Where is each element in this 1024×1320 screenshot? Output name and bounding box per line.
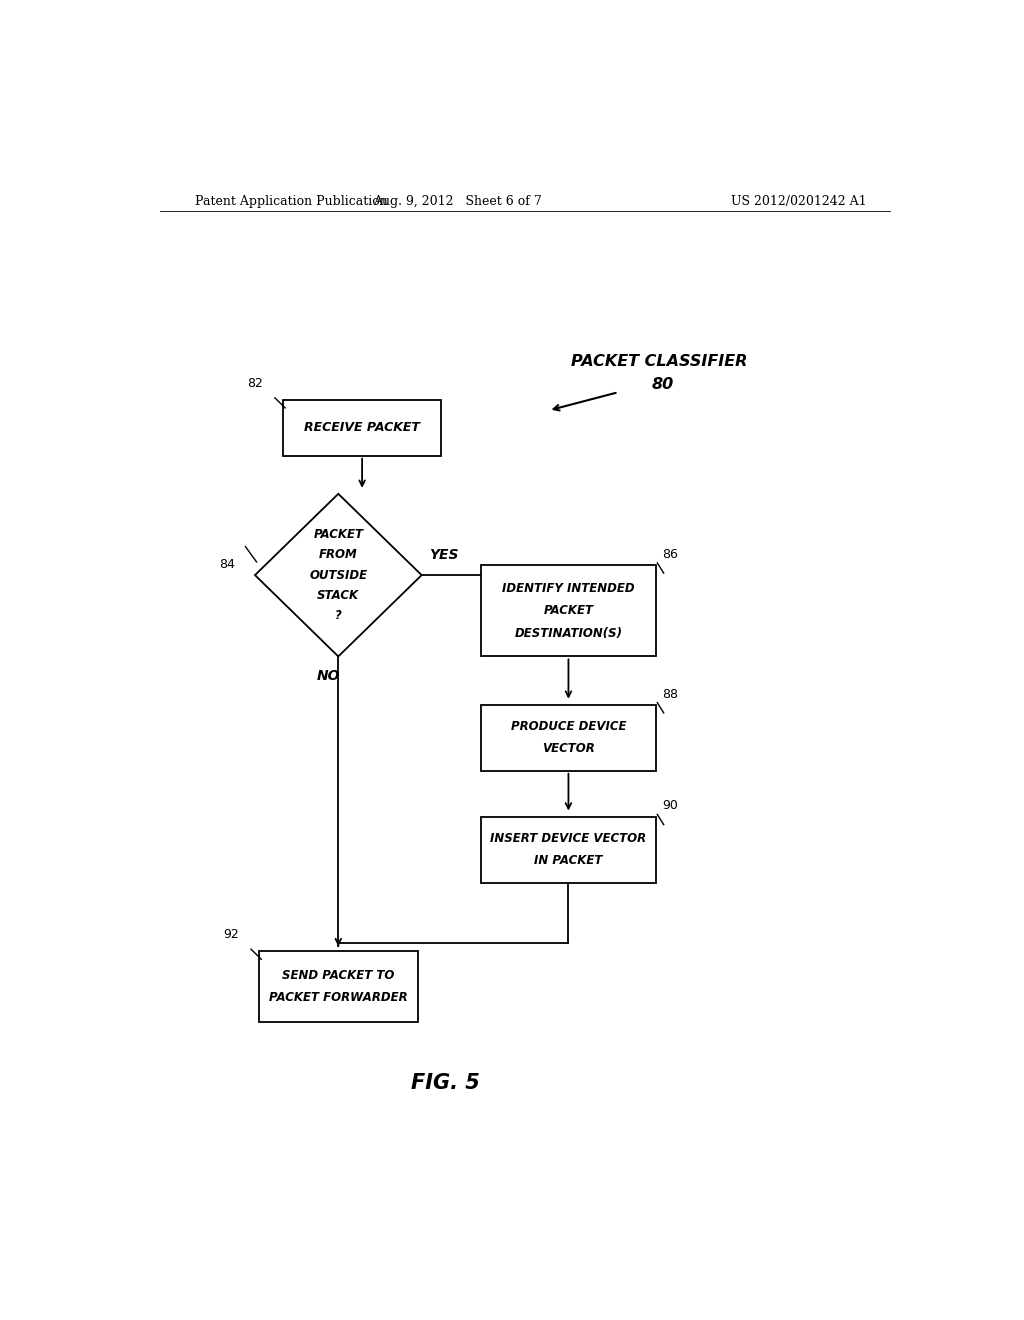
FancyBboxPatch shape <box>481 705 655 771</box>
Text: 90: 90 <box>663 800 678 812</box>
Text: 82: 82 <box>247 376 263 389</box>
Text: RECEIVE PACKET: RECEIVE PACKET <box>304 421 420 434</box>
Text: 84: 84 <box>219 558 236 572</box>
Text: INSERT DEVICE VECTOR: INSERT DEVICE VECTOR <box>490 832 646 845</box>
Text: PACKET FORWARDER: PACKET FORWARDER <box>269 991 408 1005</box>
FancyBboxPatch shape <box>259 952 418 1022</box>
Text: IDENTIFY INTENDED: IDENTIFY INTENDED <box>502 582 635 595</box>
Text: IN PACKET: IN PACKET <box>535 854 603 867</box>
Text: US 2012/0201242 A1: US 2012/0201242 A1 <box>731 194 866 207</box>
Text: FIG. 5: FIG. 5 <box>411 1073 480 1093</box>
Text: 92: 92 <box>223 928 240 941</box>
FancyBboxPatch shape <box>481 817 655 883</box>
Text: OUTSIDE: OUTSIDE <box>309 569 368 582</box>
Text: NO: NO <box>317 669 340 682</box>
Text: SEND PACKET TO: SEND PACKET TO <box>283 969 394 982</box>
Polygon shape <box>255 494 422 656</box>
Text: 88: 88 <box>663 688 678 701</box>
Text: PACKET: PACKET <box>544 605 594 618</box>
Text: PACKET CLASSIFIER: PACKET CLASSIFIER <box>571 354 748 370</box>
Text: PACKET: PACKET <box>313 528 364 541</box>
Text: PRODUCE DEVICE: PRODUCE DEVICE <box>511 721 627 733</box>
Text: 86: 86 <box>663 548 678 561</box>
Text: VECTOR: VECTOR <box>542 742 595 755</box>
Text: FROM: FROM <box>318 548 357 561</box>
Text: 80: 80 <box>652 376 674 392</box>
FancyBboxPatch shape <box>481 565 655 656</box>
Text: DESTINATION(S): DESTINATION(S) <box>514 627 623 640</box>
Text: Aug. 9, 2012   Sheet 6 of 7: Aug. 9, 2012 Sheet 6 of 7 <box>373 194 542 207</box>
FancyBboxPatch shape <box>283 400 441 455</box>
Text: Patent Application Publication: Patent Application Publication <box>196 194 388 207</box>
Text: STACK: STACK <box>317 589 359 602</box>
Text: YES: YES <box>430 548 459 562</box>
Text: ?: ? <box>335 610 342 622</box>
